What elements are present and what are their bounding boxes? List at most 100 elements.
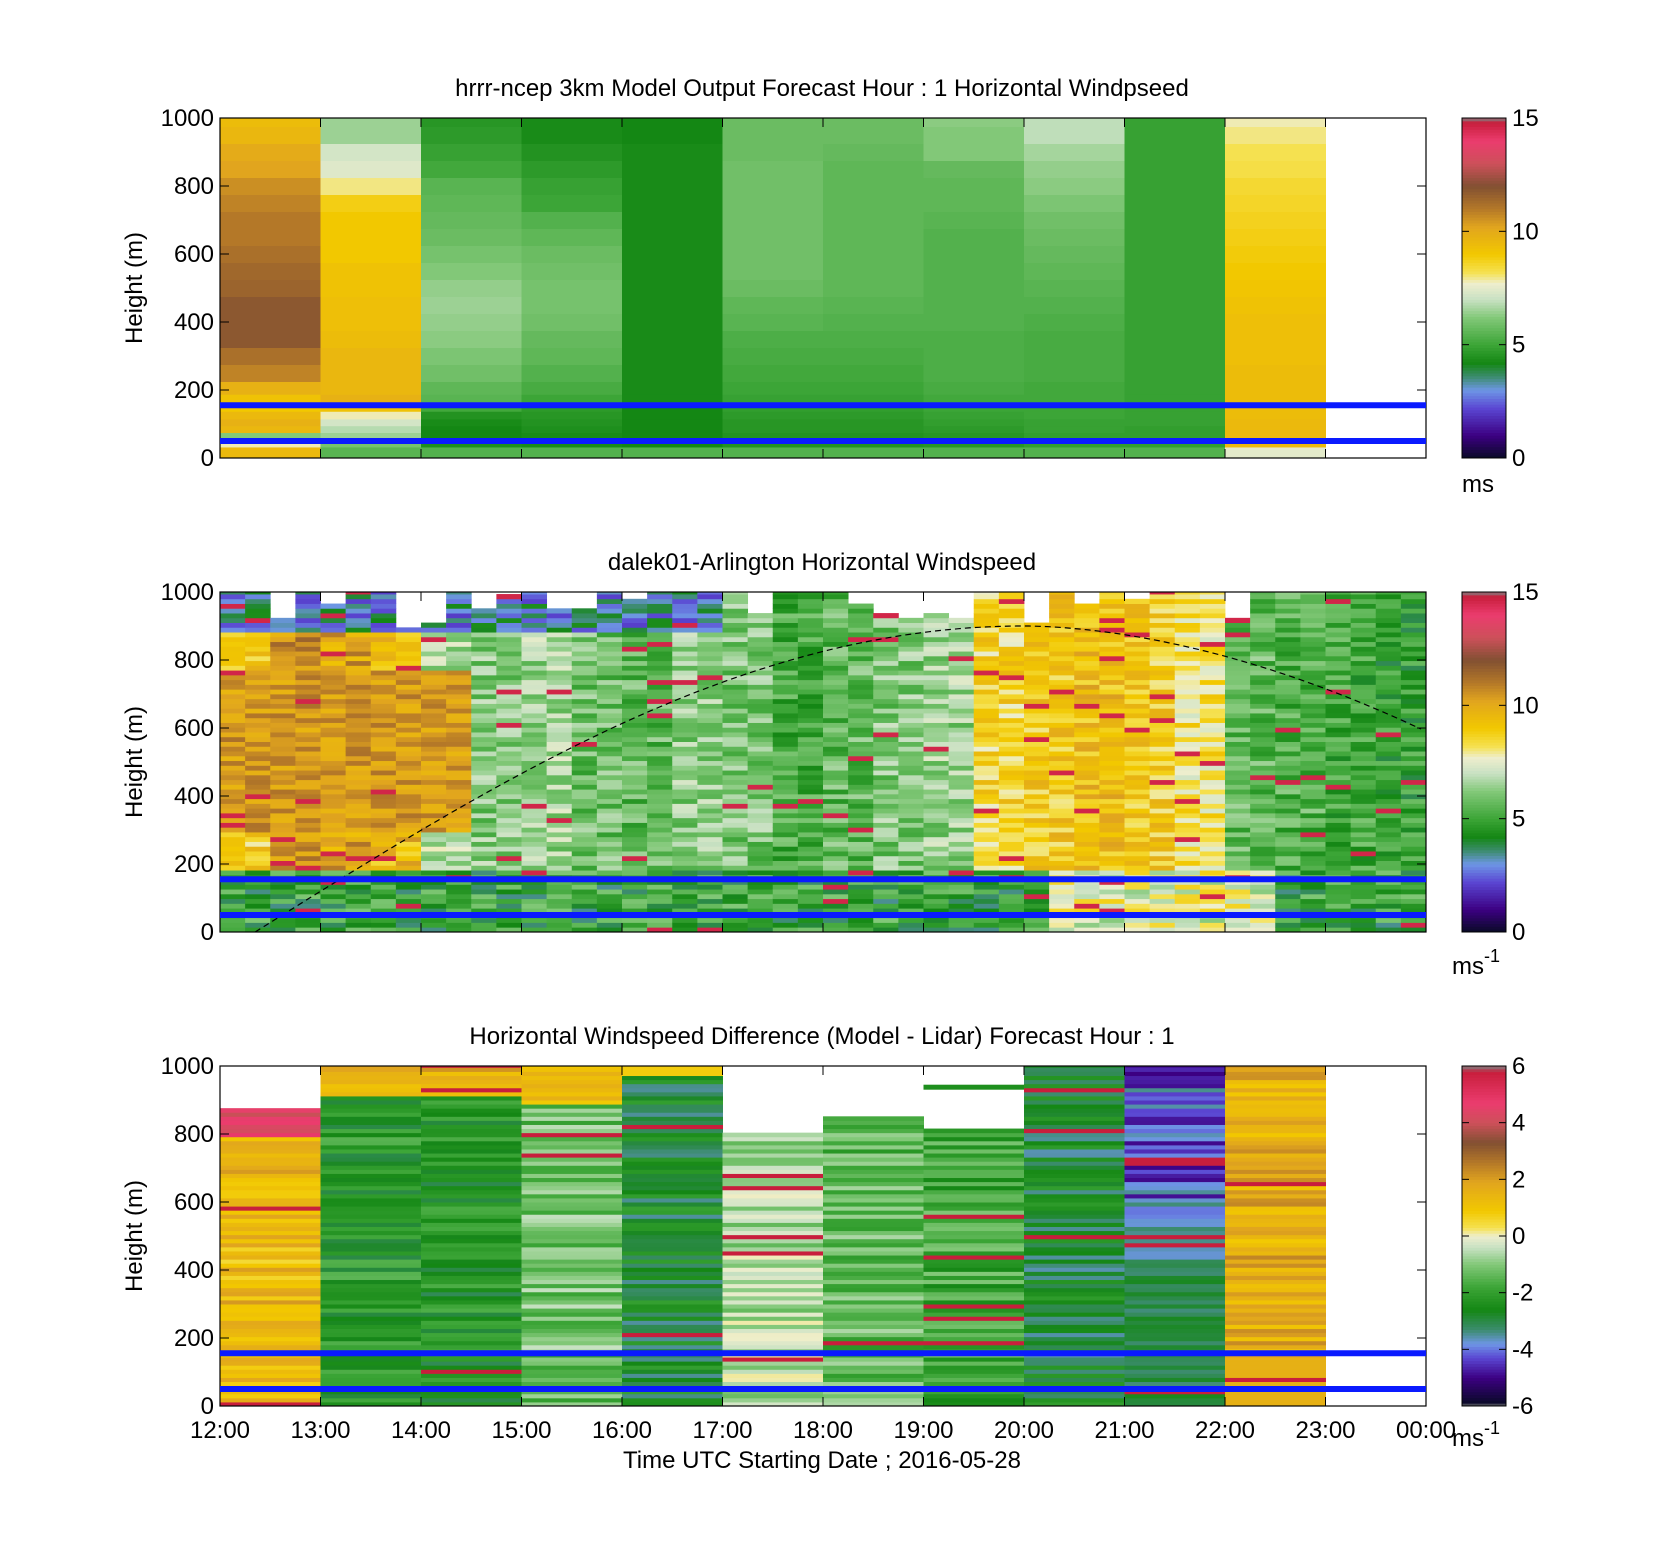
heatmap-cell xyxy=(848,837,874,842)
heatmap-cell xyxy=(924,1345,1025,1350)
heatmap-cell xyxy=(647,594,673,599)
heatmap-cell xyxy=(522,1104,623,1109)
heatmap-cell xyxy=(396,704,422,709)
heatmap-cell xyxy=(1326,684,1352,689)
heatmap-cell xyxy=(1125,627,1151,632)
heatmap-cell xyxy=(446,899,472,904)
heatmap-cell xyxy=(1125,1239,1226,1244)
heatmap-cell xyxy=(898,842,924,847)
heatmap-cell xyxy=(421,1145,522,1150)
heatmap-cell xyxy=(873,713,899,718)
heatmap-cell xyxy=(597,737,623,742)
heatmap-cell xyxy=(522,1157,623,1162)
heatmap-cell xyxy=(522,1275,623,1280)
heatmap-cell xyxy=(898,922,924,927)
heatmap-cell xyxy=(346,832,372,837)
heatmap-cell xyxy=(924,1235,1025,1240)
heatmap-cell xyxy=(647,808,673,813)
heatmap-cell xyxy=(321,348,422,366)
heatmap-cell xyxy=(1225,1292,1326,1297)
heatmap-cell xyxy=(1225,1112,1326,1117)
heatmap-cell xyxy=(1351,599,1377,604)
heatmap-cell xyxy=(572,694,598,699)
heatmap-cell xyxy=(1150,818,1176,823)
heatmap-cell xyxy=(1225,837,1251,842)
heatmap-cell xyxy=(823,447,924,459)
heatmap-cell xyxy=(697,794,723,799)
heatmap-cell xyxy=(371,704,397,709)
heatmap-cell xyxy=(321,1092,422,1097)
heatmap-cell xyxy=(723,1182,824,1187)
heatmap-cell xyxy=(1200,613,1226,618)
heatmap-cell xyxy=(723,144,824,162)
heatmap-cell xyxy=(1125,761,1151,766)
heatmap-cell xyxy=(396,708,422,713)
heatmap-cell xyxy=(245,670,271,675)
heatmap-cell xyxy=(1125,832,1151,837)
heatmap-cell xyxy=(1175,608,1201,613)
heatmap-cell xyxy=(697,646,723,651)
heatmap-cell xyxy=(1250,861,1276,866)
heatmap-cell xyxy=(522,837,548,842)
heatmap-cell xyxy=(220,411,321,419)
heatmap-cell xyxy=(1175,599,1201,604)
heatmap-cell xyxy=(697,789,723,794)
heatmap-cell xyxy=(723,1214,824,1219)
heatmap-cell xyxy=(723,1137,824,1142)
heatmap-cell xyxy=(321,899,347,904)
heatmap-cell xyxy=(295,642,321,647)
heatmap-cell xyxy=(999,903,1025,908)
heatmap-cell xyxy=(522,1316,623,1321)
heatmap-cell xyxy=(748,775,774,780)
heatmap-cell xyxy=(572,637,598,642)
heatmap-cell xyxy=(848,661,874,666)
heatmap-cell xyxy=(1225,680,1251,685)
heatmap-cell xyxy=(471,727,497,732)
heatmap-cell xyxy=(1225,656,1251,661)
heatmap-cell xyxy=(1150,718,1176,723)
heatmap-cell xyxy=(1150,656,1176,661)
heatmap-cell xyxy=(471,870,497,875)
heatmap-cell xyxy=(471,656,497,661)
heatmap-cell xyxy=(873,789,899,794)
heatmap-cell xyxy=(823,1288,924,1293)
heatmap-cell xyxy=(321,604,347,609)
heatmap-cell xyxy=(1024,723,1050,728)
heatmap-cell xyxy=(622,1096,723,1101)
heatmap-cell xyxy=(1074,789,1100,794)
heatmap-cell xyxy=(572,799,598,804)
heatmap-cell xyxy=(949,708,975,713)
heatmap-cell xyxy=(321,846,347,851)
heatmap-cell xyxy=(1250,646,1276,651)
heatmap-cell xyxy=(321,1161,422,1166)
heatmap-cell xyxy=(220,1186,321,1191)
heatmap-cell xyxy=(597,604,623,609)
heatmap-cell xyxy=(321,144,422,162)
heatmap-cell xyxy=(1049,894,1075,899)
heatmap-cell xyxy=(1351,899,1377,904)
heatmap-cell xyxy=(346,851,372,856)
heatmap-cell xyxy=(1351,704,1377,709)
heatmap-cell xyxy=(622,675,648,680)
heatmap-cell xyxy=(522,331,623,349)
heatmap-cell xyxy=(1200,708,1226,713)
heatmap-cell xyxy=(522,708,548,713)
heatmap-cell xyxy=(1225,756,1251,761)
heatmap-cell xyxy=(949,808,975,813)
heatmap-cell xyxy=(974,856,1000,861)
heatmap-cell xyxy=(1225,1186,1326,1191)
heatmap-cell xyxy=(622,680,648,685)
heatmap-cell xyxy=(873,723,899,728)
heatmap-cell xyxy=(723,613,749,618)
heatmap-cell xyxy=(421,1218,522,1223)
heatmap-cell xyxy=(496,794,522,799)
heatmap-cell xyxy=(1401,765,1427,770)
heatmap-cell xyxy=(1200,684,1226,689)
heatmap-cell xyxy=(321,178,422,196)
heatmap-cell xyxy=(1125,1382,1226,1387)
heatmap-cell xyxy=(773,813,799,818)
heatmap-cell xyxy=(798,742,824,747)
heatmap-cell xyxy=(823,1337,924,1342)
heatmap-cell xyxy=(1351,827,1377,832)
heatmap-cell xyxy=(1225,1161,1326,1166)
